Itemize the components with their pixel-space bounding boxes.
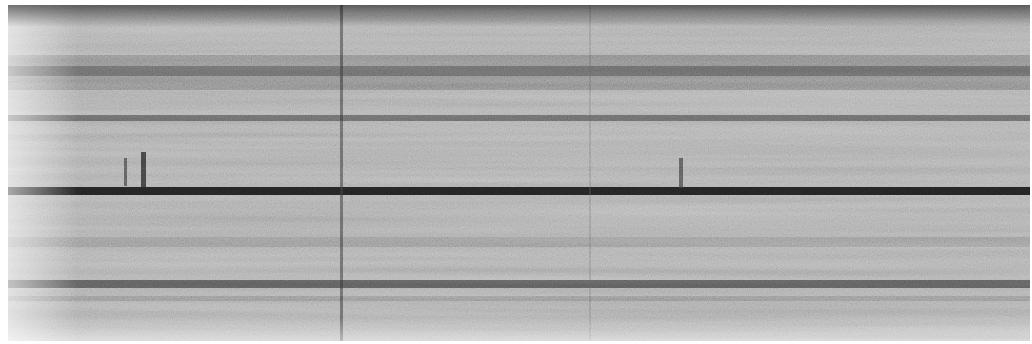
edge-bottom: [8, 318, 1030, 341]
page: [0, 0, 1032, 344]
spectrum-image: [0, 0, 1032, 344]
edge-top: [8, 5, 1030, 27]
pixel-noise: [8, 5, 1030, 341]
frame: [8, 5, 1030, 341]
edge-left: [8, 5, 78, 341]
